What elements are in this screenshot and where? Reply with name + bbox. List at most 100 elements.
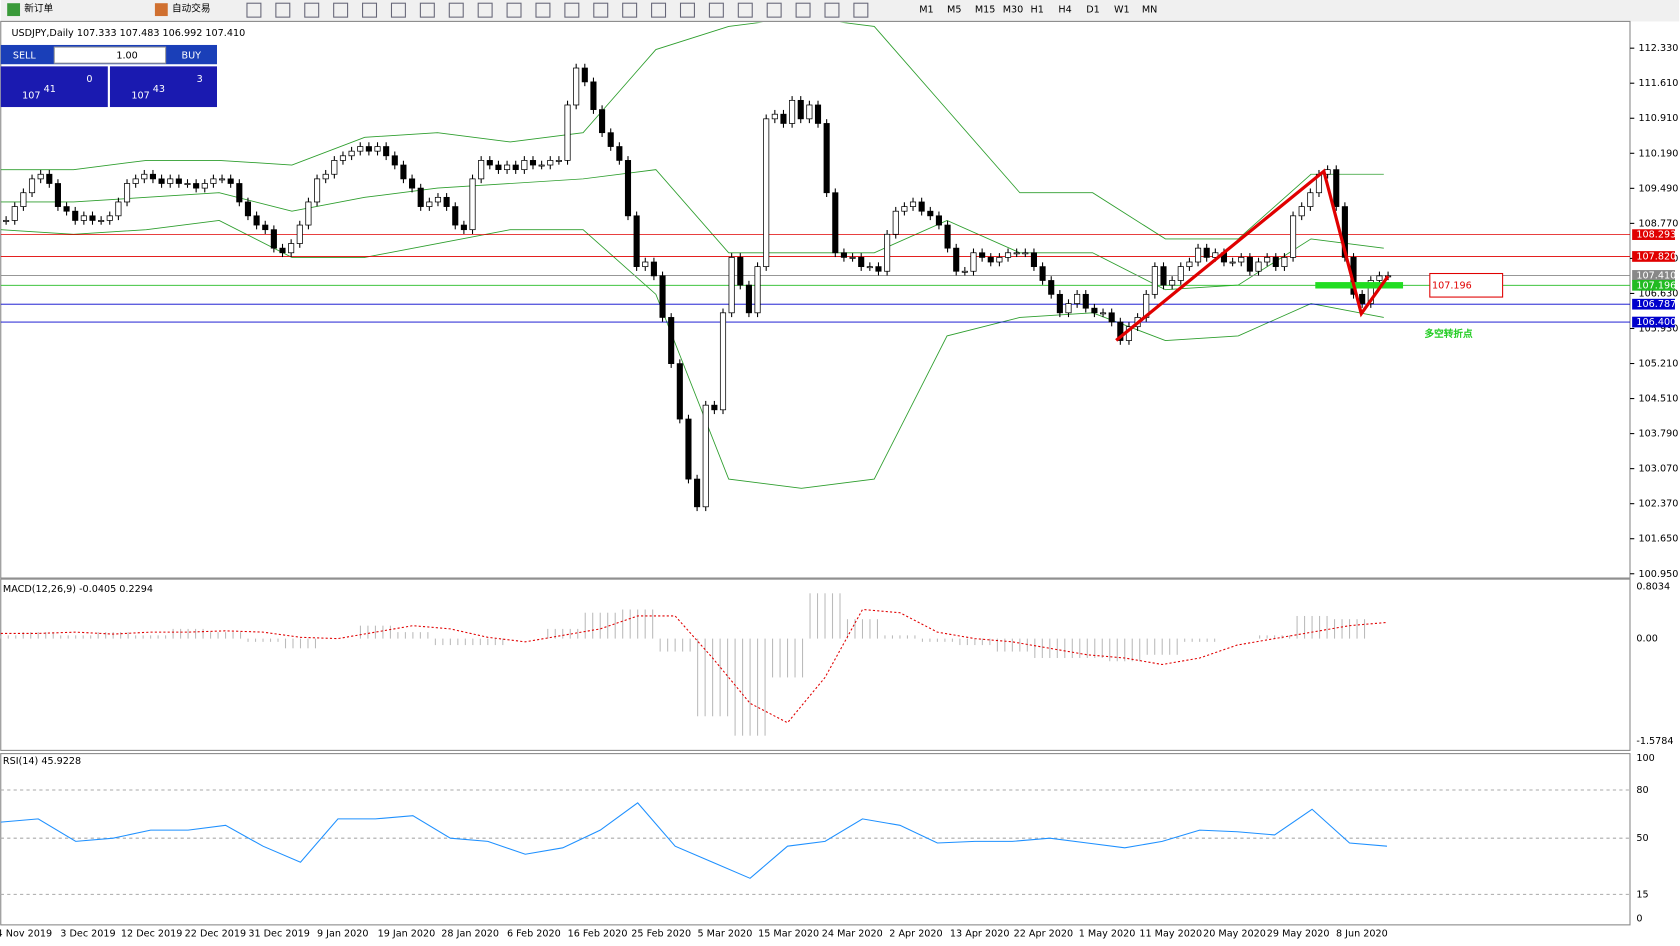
rsi-axis-label: 80 — [1636, 785, 1648, 796]
period-button[interactable]: MN — [1142, 5, 1158, 16]
buy-box[interactable] — [109, 66, 217, 108]
candle — [789, 99, 796, 124]
candle — [288, 243, 295, 254]
level-tag — [1632, 298, 1675, 310]
candle — [1195, 247, 1202, 263]
tool-icon[interactable] — [333, 2, 349, 18]
period-button[interactable]: H1 — [1031, 5, 1044, 16]
candle — [201, 183, 208, 189]
tool-icon[interactable] — [275, 2, 291, 18]
tool-icon[interactable] — [737, 2, 753, 18]
tool-button[interactable]: 自动交易 — [172, 3, 211, 15]
candle — [3, 220, 10, 222]
rsi-line — [0, 802, 1388, 879]
date-label: 25 Feb 2020 — [631, 928, 691, 939]
tool-icon[interactable] — [622, 2, 638, 18]
tool-icon[interactable] — [708, 2, 724, 18]
candle — [996, 257, 1003, 263]
candle — [979, 252, 986, 258]
level-label: 106.787 — [1636, 299, 1676, 310]
sell-box[interactable] — [0, 66, 108, 108]
tool-icon[interactable] — [448, 2, 464, 18]
candle — [909, 201, 917, 207]
candle — [624, 160, 632, 217]
candle — [823, 123, 830, 194]
date-label: 24 Mar 2020 — [822, 928, 883, 939]
sell-button[interactable]: SELL — [13, 51, 37, 62]
candle — [607, 132, 614, 147]
candle — [391, 155, 398, 166]
period-button[interactable]: M15 — [975, 5, 996, 16]
tool-icon[interactable] — [154, 3, 168, 17]
tool-icon[interactable] — [362, 2, 378, 18]
period-button[interactable]: M1 — [919, 5, 933, 16]
candle — [374, 146, 381, 152]
candle — [719, 312, 727, 411]
candle — [486, 160, 493, 166]
tool-icon[interactable] — [477, 2, 493, 18]
candle — [685, 418, 692, 480]
tool-button[interactable]: 新订单 — [24, 3, 53, 15]
tool-icon[interactable] — [853, 2, 869, 18]
candle — [1255, 261, 1262, 272]
tool-icon[interactable] — [390, 2, 406, 18]
buy-big: 107 — [131, 90, 149, 101]
candle — [1039, 266, 1046, 281]
candle — [1048, 280, 1055, 295]
period-button[interactable]: H4 — [1058, 5, 1071, 16]
candle — [1004, 252, 1012, 258]
period-button[interactable]: W1 — [1114, 5, 1130, 16]
candle — [702, 404, 709, 508]
candle — [426, 201, 433, 207]
level-label: 108.293 — [1636, 230, 1676, 241]
candle — [1151, 266, 1158, 295]
date-label: 15 Mar 2020 — [758, 928, 819, 939]
tool-icon[interactable] — [564, 2, 580, 18]
price-label: 106.630 — [1639, 288, 1679, 299]
period-button[interactable]: M30 — [1003, 5, 1024, 16]
candle — [650, 261, 657, 277]
tool-icon[interactable] — [419, 2, 435, 18]
tool-icon[interactable] — [7, 3, 21, 17]
tool-icon[interactable] — [679, 2, 695, 18]
level-tag — [1632, 251, 1675, 262]
date-label: 19 Jan 2020 — [378, 928, 436, 939]
candle — [383, 146, 390, 157]
tool-icon[interactable] — [824, 2, 840, 18]
candle — [227, 178, 234, 184]
date-label: 22 Apr 2020 — [1014, 928, 1074, 939]
candle — [158, 178, 165, 184]
lots-input[interactable] — [53, 46, 167, 64]
candle — [452, 206, 459, 226]
candle — [1186, 261, 1193, 268]
candle — [106, 215, 113, 221]
candle — [54, 183, 61, 207]
lots[interactable]: 1.00 — [116, 51, 137, 62]
candle — [63, 206, 70, 212]
buy-button[interactable]: BUY — [182, 51, 202, 62]
candle — [754, 266, 761, 314]
tool-icon[interactable] — [593, 2, 609, 18]
period-button[interactable]: D1 — [1086, 5, 1100, 16]
tool-icon[interactable] — [246, 2, 262, 18]
candle — [357, 146, 364, 152]
tool-icon[interactable] — [795, 2, 811, 18]
period-button[interactable]: M5 — [947, 5, 961, 16]
tool-icon[interactable] — [766, 2, 782, 18]
date-label: 2 Apr 2020 — [889, 928, 942, 939]
tool-icon[interactable] — [506, 2, 522, 18]
price-annotation-box — [1429, 272, 1504, 298]
candle — [961, 270, 968, 273]
candle — [849, 257, 856, 259]
price-label: 101.650 — [1639, 534, 1679, 545]
date-label: 13 Apr 2020 — [950, 928, 1010, 939]
tool-icon[interactable] — [304, 2, 320, 18]
candle — [797, 99, 804, 120]
tool-icon[interactable] — [535, 2, 551, 18]
chart-header: USDJPY,Daily 107.333 107.483 106.992 107… — [11, 28, 245, 39]
turning-point-note: 多空转折点 — [1424, 328, 1472, 340]
candle — [581, 67, 588, 83]
candle — [1333, 169, 1340, 207]
bollinger-lower — [0, 220, 1384, 489]
tool-icon[interactable] — [651, 2, 667, 18]
